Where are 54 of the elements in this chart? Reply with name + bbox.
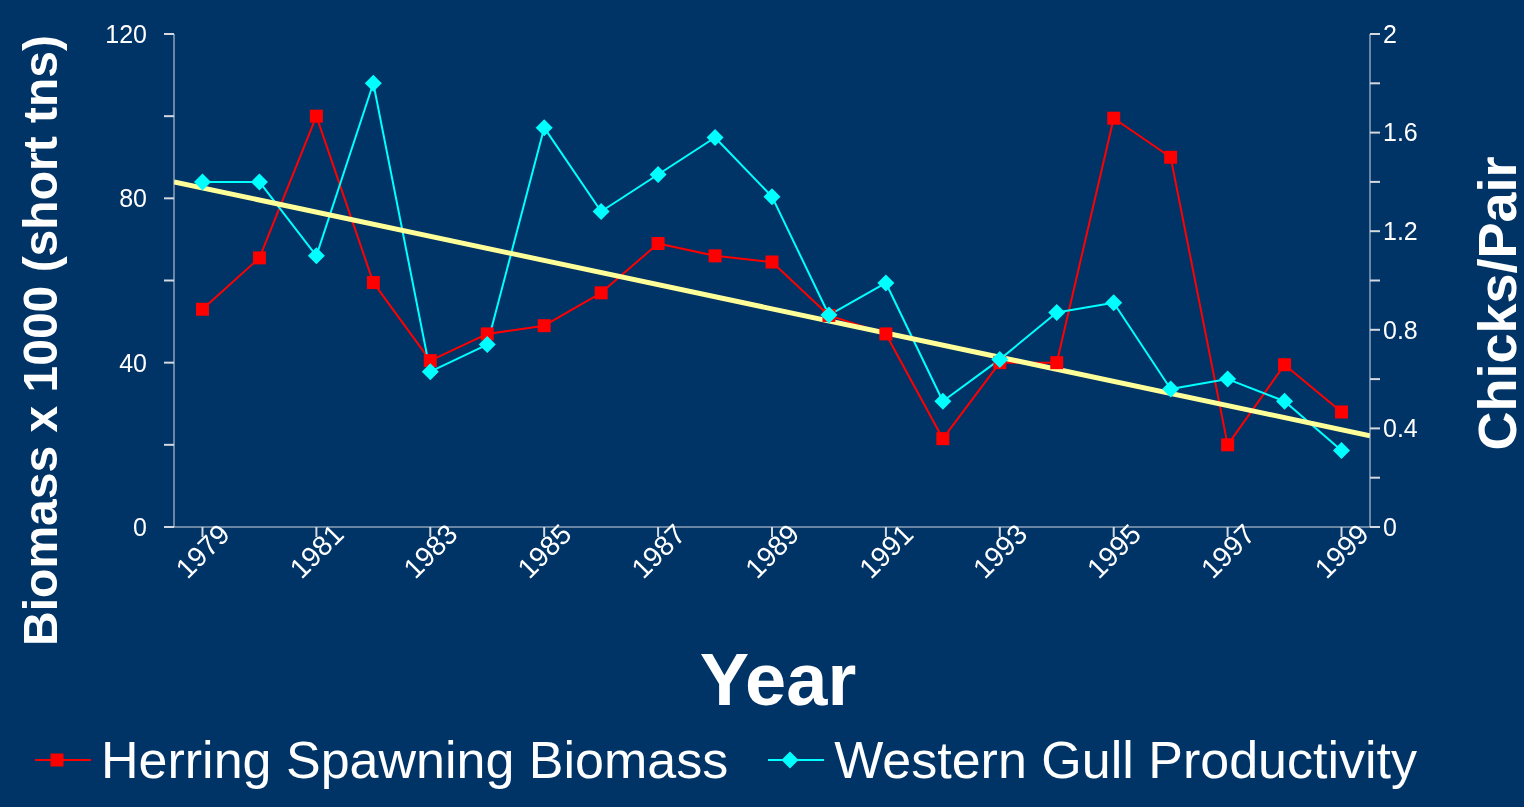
legend-label: Herring Spawning Biomass (101, 731, 729, 789)
point (309, 109, 323, 123)
point (307, 247, 325, 265)
point (1162, 380, 1180, 398)
point (877, 274, 895, 292)
point (1219, 370, 1237, 388)
y-tick-label: 80 (119, 184, 147, 213)
point (879, 327, 893, 341)
point (193, 173, 211, 191)
y2-tick-label: 0.4 (1383, 414, 1418, 443)
point (1278, 358, 1292, 372)
y-axis-title: Biomass x 1000 (short tns) (13, 35, 67, 646)
point (1335, 405, 1349, 419)
point (649, 166, 667, 184)
point (936, 432, 950, 446)
y2-tick-label: 0 (1383, 512, 1397, 541)
point (421, 363, 439, 381)
point (1276, 392, 1294, 410)
point (651, 237, 665, 251)
point (537, 319, 551, 333)
point (594, 286, 608, 300)
point (423, 354, 437, 368)
point (1050, 356, 1064, 370)
y2-axis-title: Chicks/Pair (1467, 156, 1524, 451)
y2-tick-label: 2 (1383, 19, 1397, 48)
point (991, 350, 1009, 368)
point (478, 336, 496, 354)
legend-label: Western Gull Productivity (834, 731, 1417, 789)
y-tick-label: 40 (119, 348, 147, 377)
y2-tick-label: 1.6 (1383, 118, 1418, 147)
point (934, 392, 952, 410)
y-tick-label: 0 (133, 512, 147, 541)
point (366, 276, 380, 290)
point (1107, 111, 1121, 125)
point (708, 249, 722, 263)
point (250, 173, 268, 191)
point (765, 255, 779, 269)
point (1221, 438, 1235, 452)
x-axis-title: Year (699, 638, 857, 721)
point (1105, 294, 1123, 312)
point (535, 119, 553, 137)
point (763, 188, 781, 206)
point (1164, 150, 1178, 164)
point (195, 302, 209, 316)
point (1048, 304, 1066, 322)
y2-tick-label: 1.2 (1383, 217, 1418, 246)
point (252, 251, 266, 265)
point (706, 129, 724, 147)
point (364, 74, 382, 92)
point (1333, 442, 1351, 460)
y2-tick-label: 0.8 (1383, 315, 1418, 344)
y-tick-label: 120 (105, 19, 147, 48)
point (592, 202, 610, 220)
point (480, 327, 494, 341)
